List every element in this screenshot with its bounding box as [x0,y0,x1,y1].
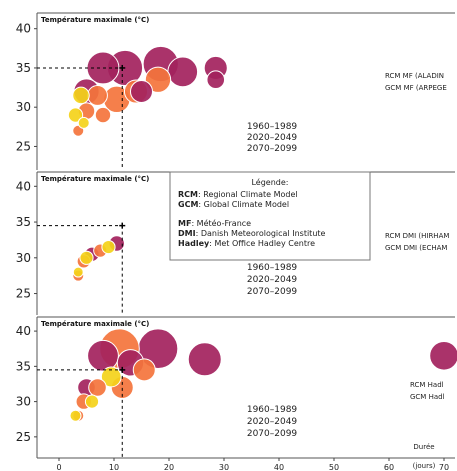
data-point [79,250,94,265]
model-label: GCM MF (ARPEGE [385,84,447,92]
model-label: RCM Hadl [410,381,444,389]
model-label: RCM MF (ALADIN [385,72,444,80]
data-point [84,394,100,409]
period-label: 2070–2099 [247,287,298,297]
data-point [94,106,112,124]
data-point [187,342,222,377]
y-tick-label: 25 [16,430,31,444]
data-point [77,116,90,129]
period-label: 2070–2099 [247,144,298,154]
data-point [67,107,84,123]
legend-box [169,171,371,261]
model-label: GCM Hadl [410,393,445,401]
x-tick-label: 40 [274,463,284,471]
y-tick-label: 35 [16,215,31,229]
period-label: 2070–2099 [247,429,298,439]
y-tick-label: 30 [16,100,31,114]
period-label: 1960–1989 [247,263,298,273]
y-tick-label: 40 [16,179,31,193]
y-tick-label: 40 [16,22,31,36]
legend-item: Hadley: Met Office Hadley Centre [178,239,315,248]
model-label: RCM DMI (HIRHAM [385,232,449,240]
x-tick-label: 50 [329,463,339,471]
data-point [100,366,122,388]
x-tick-label: 60 [384,463,394,471]
y-tick-label: 35 [16,61,31,75]
x-tick-label: 20 [164,463,174,471]
panel-title: Température maximale (°C) [41,175,149,183]
data-point [132,358,156,382]
data-point [69,409,82,422]
data-point [144,66,172,93]
y-tick-label: 30 [16,251,31,265]
x-tick-label: 70 [439,463,449,471]
y-tick-label: 30 [16,395,31,409]
period-label: 2020–2049 [247,417,298,427]
y-tick-label: 25 [16,139,31,153]
data-point [167,56,199,88]
legend-item: RCM: Regional Climate Model [178,190,298,199]
legend-item: DMI: Danish Meteorological Institute [178,229,326,238]
data-point [206,70,226,90]
x-tick-label: 0 [56,463,61,471]
period-label: 2020–2049 [247,133,298,143]
period-label: 1960–1989 [247,122,298,132]
legend-item: MF: Météo-France [178,218,251,228]
legend-item: GCM: Global Climate Model [178,200,289,209]
y-tick-label: 40 [16,324,31,338]
x-tick-label: 30 [219,463,229,471]
data-point [87,85,108,106]
data-point [87,339,119,372]
x-tick-label: 10 [109,463,119,471]
period-label: 1960–1989 [247,405,298,415]
y-tick-label: 35 [16,359,31,373]
data-point [101,239,116,255]
panel-title: Température maximale (°C) [41,320,149,328]
period-label: 2020–2049 [247,275,298,285]
data-point [88,378,107,397]
x-axis-unit: (jours) [413,462,436,470]
panel-title: Température maximale (°C) [41,16,149,24]
legend-title: Légende: [251,177,288,187]
data-point [72,266,84,278]
model-label: GCM DMI (ECHAM [385,244,447,252]
x-axis-label: Durée [413,443,434,451]
y-tick-label: 25 [16,287,31,301]
data-point [72,86,90,105]
data-point [130,80,153,103]
data-point [429,340,457,371]
